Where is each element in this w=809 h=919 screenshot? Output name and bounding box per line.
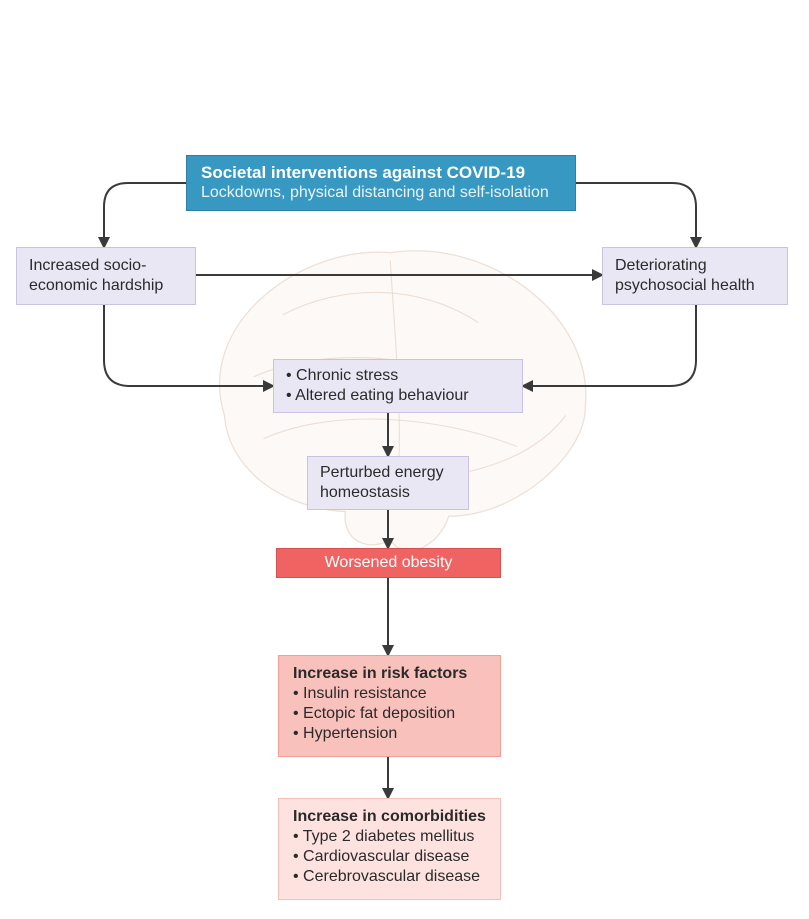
bullet-item: Ectopic fat deposition [293, 704, 486, 724]
node-hardship: Increased socio- economic hardship [16, 247, 196, 305]
bullet-item: Type 2 diabetes mellitus [293, 827, 486, 847]
obesity-text: Worsened obesity [325, 553, 453, 573]
node-worsened-obesity: Worsened obesity [276, 548, 501, 578]
node-chronic-stress: Chronic stressAltered eating behaviour [273, 359, 523, 413]
node-risk-factors: Increase in risk factors Insulin resista… [278, 655, 501, 757]
node-psychosocial: Deteriorating psychosocial health [602, 247, 788, 305]
risk-bullets: Insulin resistanceEctopic fat deposition… [293, 684, 486, 744]
hardship-line1: Increased socio- [29, 256, 183, 276]
stress-bullets: Chronic stressAltered eating behaviour [286, 366, 510, 406]
stress-bullet-item: Chronic stress [286, 366, 510, 386]
stress-bullet-item: Altered eating behaviour [286, 386, 510, 406]
societal-title: Societal interventions against COVID-19 [201, 162, 561, 183]
node-societal-interventions: Societal interventions against COVID-19 … [186, 155, 576, 211]
comorb-bullets: Type 2 diabetes mellitusCardiovascular d… [293, 827, 486, 887]
bullet-item: Insulin resistance [293, 684, 486, 704]
bullet-item: Cardiovascular disease [293, 847, 486, 867]
node-energy-homeostasis: Perturbed energy homeostasis [307, 456, 469, 510]
energy-line1: Perturbed energy [320, 463, 456, 483]
hardship-line2: economic hardship [29, 276, 183, 296]
comorb-title: Increase in comorbidities [293, 807, 486, 827]
psycho-line2: psychosocial health [615, 276, 775, 296]
societal-subtitle: Lockdowns, physical distancing and self-… [201, 183, 561, 203]
bullet-item: Hypertension [293, 724, 486, 744]
node-comorbidities: Increase in comorbidities Type 2 diabete… [278, 798, 501, 900]
bullet-item: Cerebrovascular disease [293, 867, 486, 887]
psycho-line1: Deteriorating [615, 256, 775, 276]
nodes-layer: Societal interventions against COVID-19 … [0, 0, 809, 919]
energy-line2: homeostasis [320, 483, 456, 503]
risk-title: Increase in risk factors [293, 664, 486, 684]
